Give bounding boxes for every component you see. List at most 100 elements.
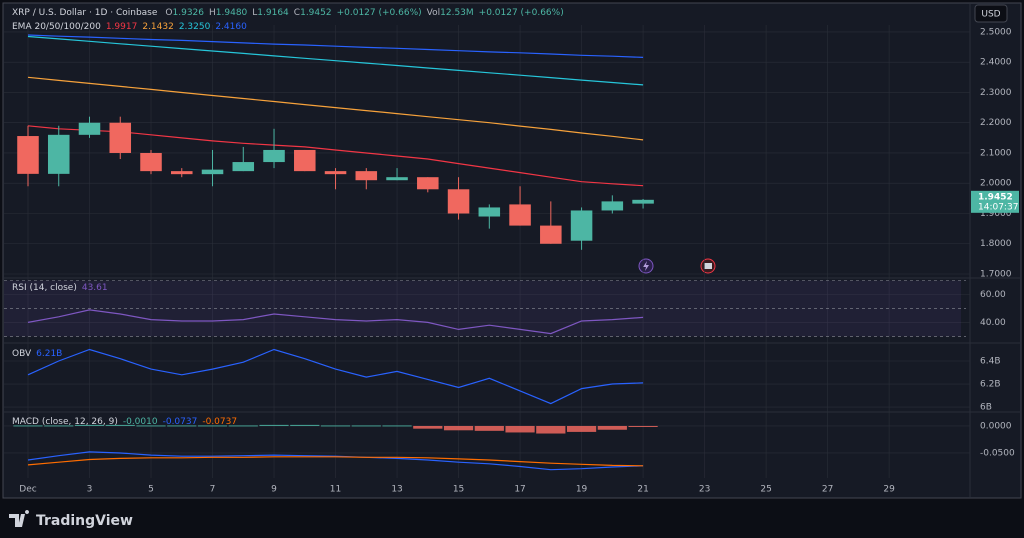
y-tick-label: 2.5000 (980, 27, 1012, 37)
x-tick-label: 23 (699, 485, 710, 495)
close-label: C (294, 8, 300, 18)
y-tick-label: 2.0000 (980, 179, 1012, 189)
high: 1.9480 (216, 8, 248, 18)
x-tick-label: 5 (148, 485, 154, 495)
x-tick-label: 21 (637, 485, 648, 495)
histogram-bar (505, 425, 535, 433)
x-tick-label: 25 (760, 485, 771, 495)
histogram-bar (566, 425, 597, 432)
brand: TradingView (9, 510, 133, 529)
indicator-title: EMA 20/50/100/200 (12, 22, 101, 32)
histogram-bar (536, 425, 566, 434)
symbol-header: XRP / U.S. Dollar · 1D · Coinbase O1.9326… (12, 8, 564, 18)
event-icon-glyph (643, 261, 649, 271)
indicator-line (27, 309, 644, 335)
y-tick-label: -0.0500 (980, 448, 1015, 458)
volume-label: Vol (427, 8, 440, 18)
candle-body (570, 210, 593, 241)
histogram-bar (105, 424, 135, 426)
histogram-bar (136, 425, 166, 427)
event-icon-glyph (704, 263, 712, 269)
x-tick-label: Dec (19, 485, 36, 495)
x-tick-label: 19 (576, 485, 588, 495)
y-tick-label: 2.1000 (980, 148, 1012, 158)
open-label: O (165, 8, 172, 18)
y-tick-label: 1.8000 (980, 239, 1012, 249)
indicator-value: 6.21B (36, 349, 62, 359)
low: 1.9164 (257, 8, 289, 18)
histogram-bar (44, 425, 74, 427)
candle-body (17, 136, 39, 174)
indicator-title: RSI (14, close) (12, 283, 77, 293)
volume: 12.53M (440, 8, 474, 18)
y-tick-label: 2.4000 (980, 58, 1012, 68)
close: 1.9452 (300, 8, 332, 18)
indicator-value: 2.1432 (142, 22, 174, 32)
indicator-value: -0.0010 (123, 417, 158, 427)
high-label: H (209, 8, 216, 18)
histogram-bar (597, 425, 627, 430)
y-tick-label: 2.3000 (980, 88, 1012, 98)
histogram-bar (13, 425, 43, 427)
y-tick-label: 40.00 (980, 318, 1006, 328)
chart-frame (2, 2, 1022, 499)
rsi-band (4, 280, 961, 337)
candle-body (201, 169, 224, 175)
countdown: 14:07:37 (978, 202, 1018, 212)
candle-body (386, 177, 408, 181)
histogram-bar (320, 425, 351, 427)
histogram-bar (167, 425, 197, 427)
y-tick-label: 2.2000 (980, 118, 1012, 128)
candle-body (540, 225, 562, 244)
candle-body (78, 122, 101, 135)
currency[interactable]: USD (981, 10, 1000, 20)
currency-button[interactable] (974, 4, 1008, 23)
histogram-bar (290, 424, 320, 426)
brand-logo (9, 510, 30, 527)
candle-body (294, 149, 316, 172)
indicator-legend: RSI (14, close) 43.61 (12, 283, 108, 293)
y-tick-label: 6.2B (980, 380, 1001, 390)
volume-change: +0.0127 (+0.66%) (479, 8, 564, 18)
histogram-bar (413, 425, 443, 429)
y-tick-label: 1.7000 (980, 270, 1012, 280)
indicator-line (27, 348, 644, 405)
x-tick-label: 9 (271, 485, 277, 495)
low-label: L (252, 8, 257, 18)
ema-line (27, 35, 644, 86)
indicator-value: 2.3250 (179, 22, 211, 32)
indicator-title: OBV (12, 349, 32, 359)
indicator-legend: MACD (close, 12, 26, 9) -0.0010 -0.0737 -0.… (12, 417, 237, 427)
histogram-bar (197, 425, 228, 427)
histogram-bar (74, 424, 105, 426)
x-tick-label: 11 (330, 485, 341, 495)
indicator-legend: EMA 20/50/100/200 1.9917 2.1432 2.3250 2.416… (12, 22, 247, 32)
x-tick-label: 13 (391, 485, 402, 495)
y-tick-label: 6.4B (980, 357, 1001, 367)
symbol: XRP / U.S. Dollar · 1D · Coinbase (12, 8, 158, 18)
candle-body (417, 177, 439, 190)
histogram-bar (259, 424, 289, 426)
candle-body (263, 149, 285, 163)
indicator-value: 43.61 (82, 283, 108, 293)
y-tick-label: 6B (980, 403, 992, 413)
candle-body (355, 171, 378, 181)
change: +0.0127 (+0.66%) (337, 8, 422, 18)
histogram-bar (382, 425, 412, 427)
histogram-bar (628, 425, 658, 427)
indicator-value: 1.9917 (106, 22, 138, 32)
price-tag: 1.9452 (978, 192, 1013, 202)
price-tag-box (971, 190, 1019, 213)
x-tick-label: 29 (883, 485, 895, 495)
candle-body (324, 171, 347, 175)
candle-body (601, 201, 624, 211)
histogram-bar (351, 425, 381, 427)
candle-body (170, 171, 193, 175)
indicator-title: MACD (close, 12, 26, 9) (12, 417, 118, 427)
candle-body (140, 152, 162, 172)
open: 1.9326 (173, 8, 205, 18)
candle-body (632, 199, 654, 204)
histogram-bar (474, 425, 504, 431)
y-tick-label: 0.0000 (980, 421, 1012, 431)
